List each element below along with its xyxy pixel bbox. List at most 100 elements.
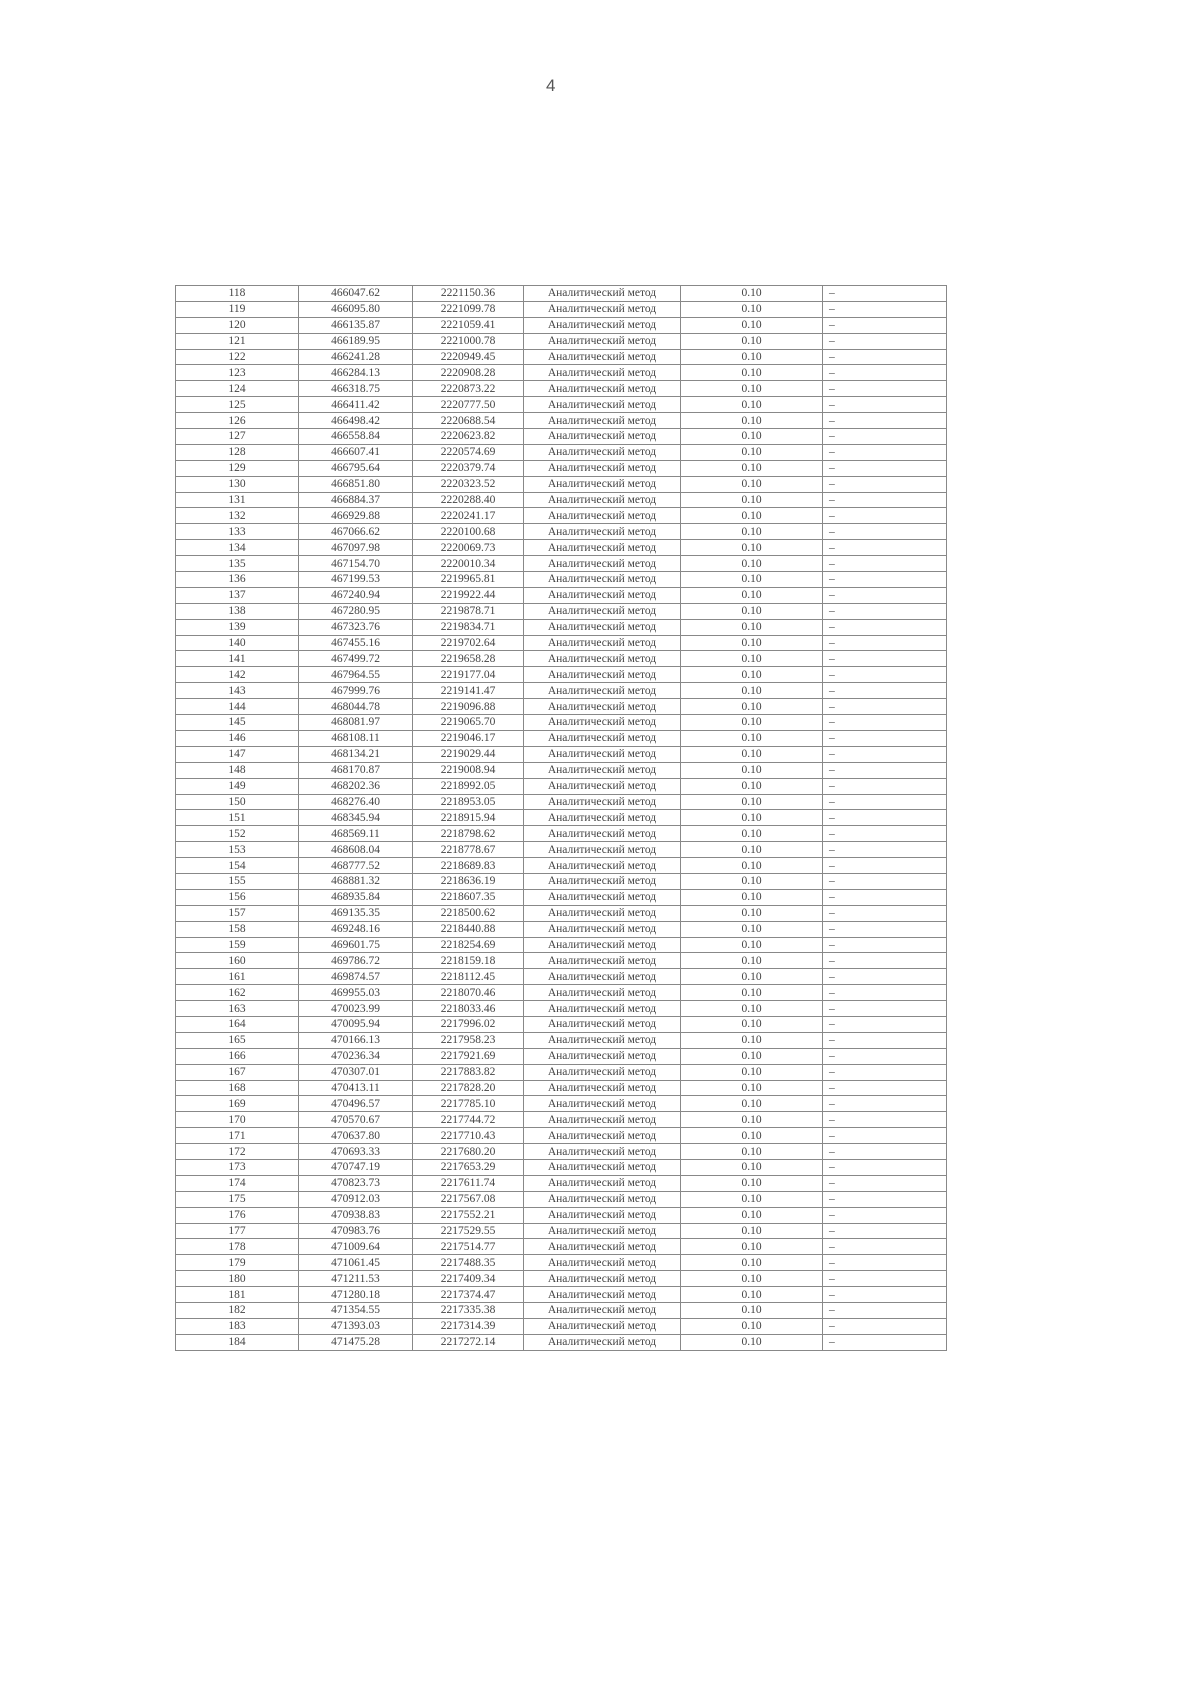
y-coordinate-cell: 2217710.43 — [412, 1127, 524, 1145]
table-row: 138 467280.95 2219878.71 Аналитический мето… — [175, 602, 947, 620]
accuracy-cell: 0.10 — [680, 777, 823, 795]
note-cell: – — [822, 936, 947, 954]
method-cell: Аналитический метод — [523, 857, 681, 874]
accuracy-cell: 0.10 — [680, 793, 823, 811]
method-cell: Аналитический метод — [523, 1254, 681, 1272]
note-cell: – — [822, 1254, 947, 1272]
table-row: 132 466929.88 2220241.17 Аналитический мето… — [175, 507, 947, 525]
method-cell: Аналитический метод — [523, 1063, 681, 1081]
point-number-cell: 135 — [175, 555, 299, 573]
accuracy-cell: 0.10 — [680, 300, 823, 318]
table-row: 182 471354.55 2217335.38 Аналитический мето… — [175, 1302, 947, 1319]
y-coordinate-cell: 2217785.10 — [412, 1095, 524, 1113]
note-cell: – — [822, 1206, 947, 1224]
point-number-cell: 160 — [175, 952, 299, 970]
y-coordinate-cell: 2218070.46 — [412, 984, 524, 1002]
table-row: 167 470307.01 2217883.82 Аналитический мето… — [175, 1063, 947, 1081]
y-coordinate-cell: 2218112.45 — [412, 968, 524, 986]
point-number-cell: 134 — [175, 539, 299, 557]
x-coordinate-cell: 467240.94 — [298, 586, 413, 604]
note-cell: – — [822, 1302, 947, 1319]
point-number-cell: 132 — [175, 507, 299, 525]
y-coordinate-cell: 2217552.21 — [412, 1206, 524, 1224]
x-coordinate-cell: 468777.52 — [298, 857, 413, 874]
accuracy-cell: 0.10 — [680, 555, 823, 573]
accuracy-cell: 0.10 — [680, 904, 823, 922]
point-number-cell: 166 — [175, 1047, 299, 1065]
note-cell: – — [822, 809, 947, 827]
table-row: 141 467499.72 2219658.28 Аналитический мето… — [175, 650, 947, 668]
y-coordinate-cell: 2219029.44 — [412, 745, 524, 763]
x-coordinate-cell: 468170.87 — [298, 761, 413, 779]
method-cell: Аналитический метод — [523, 777, 681, 795]
y-coordinate-cell: 2219141.47 — [412, 682, 524, 700]
accuracy-cell: 0.10 — [680, 1079, 823, 1097]
point-number-cell: 119 — [175, 300, 299, 318]
note-cell: – — [822, 698, 947, 716]
coordinates-table: 118 466047.62 2221150.36 Аналитический мето… — [175, 285, 947, 1351]
note-cell: – — [822, 1127, 947, 1145]
y-coordinate-cell: 2220777.50 — [412, 396, 524, 414]
note-cell: – — [822, 1270, 947, 1288]
point-number-cell: 175 — [175, 1190, 299, 1208]
method-cell: Аналитический метод — [523, 1047, 681, 1065]
point-number-cell: 174 — [175, 1174, 299, 1192]
x-coordinate-cell: 470023.99 — [298, 1000, 413, 1017]
method-cell: Аналитический метод — [523, 634, 681, 652]
accuracy-cell: 0.10 — [680, 634, 823, 652]
table-row: 166 470236.34 2217921.69 Аналитический мето… — [175, 1047, 947, 1065]
method-cell: Аналитический метод — [523, 443, 681, 461]
table-row: 121 466189.95 2221000.78 Аналитический мето… — [175, 332, 947, 350]
y-coordinate-cell: 2219965.81 — [412, 571, 524, 588]
point-number-cell: 183 — [175, 1317, 299, 1335]
x-coordinate-cell: 468881.32 — [298, 872, 413, 890]
method-cell: Аналитический метод — [523, 555, 681, 573]
y-coordinate-cell: 2221150.36 — [412, 285, 524, 302]
x-coordinate-cell: 471009.64 — [298, 1238, 413, 1256]
table-row: 173 470747.19 2217653.29 Аналитический мето… — [175, 1158, 947, 1176]
note-cell: – — [822, 1111, 947, 1129]
accuracy-cell: 0.10 — [680, 1222, 823, 1240]
x-coordinate-cell: 467097.98 — [298, 539, 413, 557]
x-coordinate-cell: 470637.80 — [298, 1127, 413, 1145]
note-cell: – — [822, 1000, 947, 1017]
point-number-cell: 161 — [175, 968, 299, 986]
x-coordinate-cell: 471211.53 — [298, 1270, 413, 1288]
table-row: 162 469955.03 2218070.46 Аналитический мето… — [175, 984, 947, 1002]
point-number-cell: 169 — [175, 1095, 299, 1113]
accuracy-cell: 0.10 — [680, 507, 823, 525]
point-number-cell: 133 — [175, 523, 299, 541]
method-cell: Аналитический метод — [523, 745, 681, 763]
y-coordinate-cell: 2220908.28 — [412, 364, 524, 382]
y-coordinate-cell: 2218636.19 — [412, 872, 524, 890]
note-cell: – — [822, 412, 947, 430]
accuracy-cell: 0.10 — [680, 396, 823, 414]
accuracy-cell: 0.10 — [680, 1270, 823, 1288]
x-coordinate-cell: 466929.88 — [298, 507, 413, 525]
accuracy-cell: 0.10 — [680, 443, 823, 461]
note-cell: – — [822, 1079, 947, 1097]
method-cell: Аналитический метод — [523, 571, 681, 588]
accuracy-cell: 0.10 — [680, 412, 823, 430]
y-coordinate-cell: 2219177.04 — [412, 666, 524, 684]
table-row: 120 466135.87 2221059.41 Аналитический мето… — [175, 316, 947, 334]
point-number-cell: 139 — [175, 618, 299, 636]
y-coordinate-cell: 2219878.71 — [412, 602, 524, 620]
x-coordinate-cell: 468134.21 — [298, 745, 413, 763]
x-coordinate-cell: 468569.11 — [298, 825, 413, 843]
y-coordinate-cell: 2218254.69 — [412, 936, 524, 954]
x-coordinate-cell: 470307.01 — [298, 1063, 413, 1081]
point-number-cell: 157 — [175, 904, 299, 922]
x-coordinate-cell: 466284.13 — [298, 364, 413, 382]
table-row: 161 469874.57 2218112.45 Аналитический мето… — [175, 968, 947, 986]
table-row: 118 466047.62 2221150.36 Аналитический мето… — [175, 285, 947, 302]
coordinates-table-body: 118 466047.62 2221150.36 Аналитический мето… — [175, 285, 947, 1351]
x-coordinate-cell: 468935.84 — [298, 888, 413, 906]
point-number-cell: 121 — [175, 332, 299, 350]
accuracy-cell: 0.10 — [680, 491, 823, 509]
point-number-cell: 152 — [175, 825, 299, 843]
y-coordinate-cell: 2217828.20 — [412, 1079, 524, 1097]
note-cell: – — [822, 1286, 947, 1303]
point-number-cell: 165 — [175, 1031, 299, 1049]
y-coordinate-cell: 2219096.88 — [412, 698, 524, 716]
